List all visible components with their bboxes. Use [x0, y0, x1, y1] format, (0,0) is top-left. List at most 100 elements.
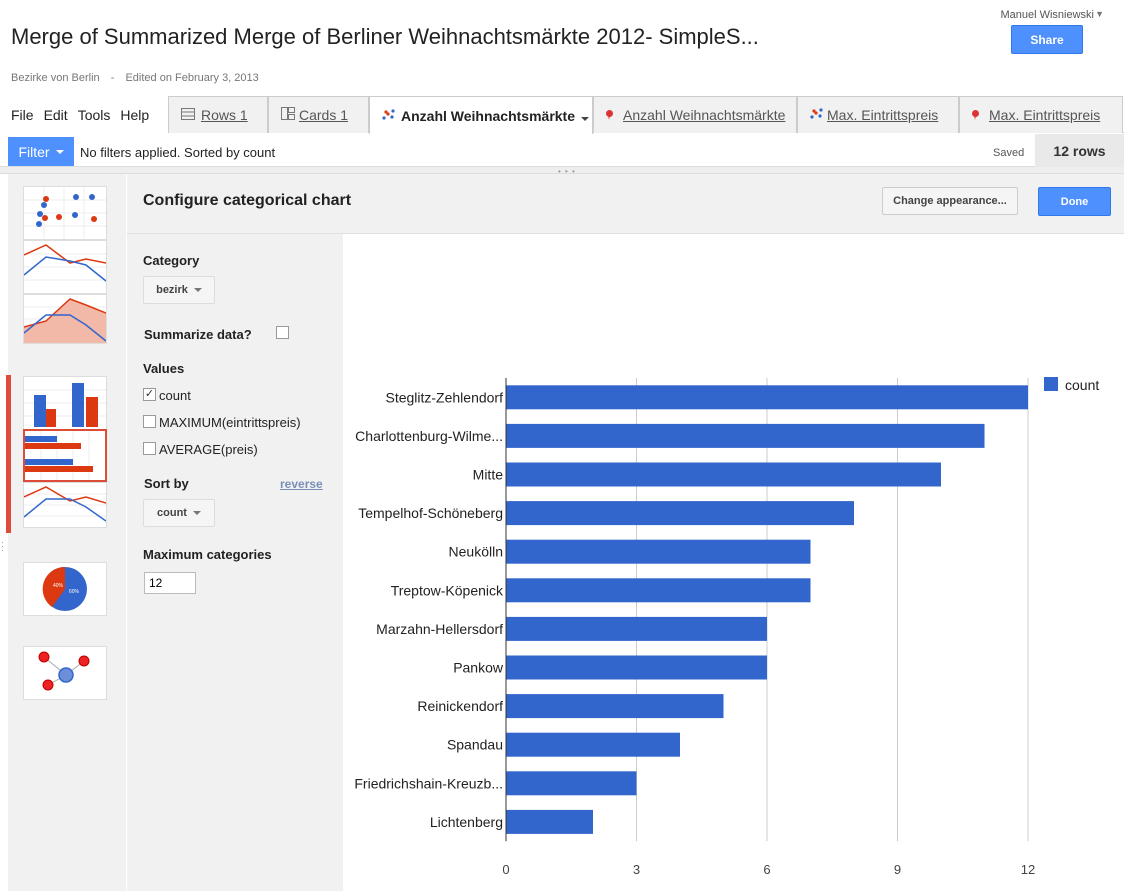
area-chart-type[interactable] [23, 294, 107, 344]
tab-cards[interactable]: Cards 1 [268, 96, 369, 133]
x-tick-label: 9 [894, 862, 901, 877]
chevron-down-icon [193, 288, 202, 292]
category-label: Charlottenburg-Wilme... [355, 428, 503, 444]
category-label: Treptow-Köpenick [391, 582, 504, 598]
bar[interactable] [506, 462, 942, 487]
menu-edit[interactable]: Edit [43, 107, 68, 123]
max-categories-input[interactable] [144, 572, 196, 594]
document-subline: Bezirke von Berlin - Edited on February … [11, 72, 259, 84]
subline-separator: - [110, 72, 115, 84]
category-label: Mitte [473, 467, 504, 483]
value-maximum-checkbox[interactable] [143, 415, 156, 428]
tab-map-eintritt[interactable]: Max. Eintrittspreis [959, 96, 1123, 133]
bar[interactable] [506, 732, 681, 757]
bar[interactable] [506, 385, 1029, 410]
x-tick-label: 12 [1021, 862, 1035, 877]
resize-handle[interactable]: • • • [0, 167, 1124, 176]
tab-map-anzahl[interactable]: Anzahl Weihnachtsmärkte [593, 96, 797, 133]
column-thumb-icon [24, 383, 106, 427]
bar-chart-type-selected[interactable] [23, 429, 107, 482]
category-dropdown[interactable]: bezirk [143, 276, 215, 304]
summarize-checkbox[interactable] [276, 326, 289, 339]
map-pin-icon [606, 107, 613, 123]
scatter-chart-icon [382, 108, 395, 124]
network-graph-type[interactable] [23, 646, 107, 700]
category-label: Friedrichshain-Kreuzb... [354, 775, 503, 791]
menu-help[interactable]: Help [120, 107, 150, 123]
line-chart-type[interactable] [23, 240, 107, 294]
tab-chart-anzahl[interactable]: Anzahl Weihnachtsmärkte [369, 96, 593, 134]
filter-caret-icon [55, 149, 64, 154]
bar[interactable] [506, 655, 768, 680]
bar-thumb-icon [25, 431, 93, 480]
values-heading: Values [143, 361, 185, 376]
x-tick-label: 6 [763, 862, 770, 877]
menu-file[interactable]: File [11, 107, 34, 123]
bar[interactable] [506, 809, 594, 834]
bar[interactable] [506, 539, 811, 564]
scatter-chart-type[interactable] [23, 186, 107, 240]
tab-cards-label: Cards 1 [299, 107, 349, 123]
scatter-thumb-icon [24, 187, 106, 239]
bar[interactable] [506, 423, 985, 448]
column-chart-type[interactable] [23, 376, 107, 430]
tab-menu-caret-icon[interactable] [581, 108, 590, 124]
tab-chart-eintritt[interactable]: Max. Eintrittspreis [797, 96, 959, 133]
scatter-chart-icon [810, 107, 823, 123]
legend-swatch [1044, 377, 1058, 391]
category-label: Neukölln [449, 544, 503, 560]
max-categories-heading: Maximum categories [143, 547, 272, 562]
category-label: Marzahn-Hellersdorf [376, 621, 503, 637]
resize-grip-icon: • • • [558, 167, 576, 176]
pie-thumb-icon: 40% 60% [42, 566, 87, 611]
sortby-value: count [157, 507, 187, 519]
bar-chart: 0 3 6 9 12 Steglitz-Zehlendorf Charlottenburg-… [354, 377, 1099, 877]
tab-map-anzahl-label: Anzahl Weihnachtsmärkte [623, 107, 786, 123]
reverse-sort-link[interactable]: reverse [280, 477, 323, 491]
tab-rows[interactable]: Rows 1 [168, 96, 268, 133]
row-count: 12 rows [1035, 134, 1124, 167]
filter-button[interactable]: Filter [8, 137, 74, 166]
category-label: Lichtenberg [430, 814, 503, 830]
bar[interactable] [506, 694, 724, 719]
pie-chart-type[interactable]: 40% 60% [23, 562, 107, 616]
bar[interactable] [506, 771, 637, 796]
tab-strip: Rows 1 Cards 1 Anzahl Weihnachtsmärkte A… [168, 96, 1124, 134]
category-heading: Category [143, 253, 200, 268]
category-label: Steglitz-Zehlendorf [385, 389, 503, 405]
tab-chart-anzahl-label: Anzahl Weihnachtsmärkte [401, 107, 576, 124]
user-menu-caret-icon[interactable]: ▼ [1095, 9, 1104, 19]
done-button[interactable]: Done [1038, 187, 1111, 216]
category-label: Pankow [453, 660, 504, 676]
sortby-heading: Sort by [144, 476, 189, 491]
legend-label: count [1065, 377, 1099, 393]
selected-type-marker [6, 375, 11, 533]
tab-map-eintritt-label: Max. Eintrittspreis [989, 107, 1101, 123]
save-status: Saved [993, 147, 1025, 159]
stepped-line-chart-type[interactable] [23, 482, 107, 528]
value-count-checkbox[interactable]: ✓ [143, 388, 156, 401]
bar[interactable] [506, 578, 811, 603]
share-button[interactable]: Share [1011, 25, 1083, 54]
network-thumb-icon [38, 651, 90, 691]
bar[interactable] [506, 616, 768, 641]
document-title: Merge of Summarized Merge of Berliner We… [11, 24, 759, 49]
change-appearance-button[interactable]: Change appearance... [882, 187, 1018, 215]
tab-chart-eintritt-label: Max. Eintrittspreis [827, 107, 939, 123]
area-thumb-icon [23, 298, 107, 343]
menu-tools[interactable]: Tools [77, 107, 111, 123]
user-account-name[interactable]: Manuel Wisniewski [1000, 9, 1094, 21]
filter-bar: Filter No filters applied. Sorted by cou… [0, 134, 1124, 167]
map-pin-icon [972, 107, 979, 123]
sortby-dropdown[interactable]: count [143, 499, 215, 527]
tab-rows-label: Rows 1 [201, 107, 248, 123]
x-tick-label: 0 [502, 862, 509, 877]
category-value: bezirk [156, 284, 188, 296]
value-average-checkbox[interactable] [143, 442, 156, 455]
summarize-label: Summarize data? [144, 327, 252, 342]
bar[interactable] [506, 501, 855, 526]
owner-link[interactable]: Bezirke von Berlin [11, 72, 100, 84]
side-resize-grip-icon[interactable]: · · · [1, 537, 4, 555]
filter-status: No filters applied. Sorted by count [80, 145, 276, 160]
value-average-label: AVERAGE(preis) [159, 442, 258, 457]
